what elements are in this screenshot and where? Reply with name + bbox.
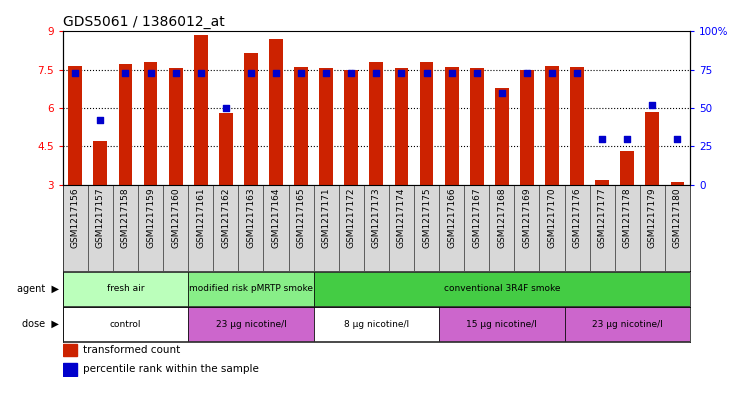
Point [195,70,207,76]
Text: 23 μg nicotine/l: 23 μg nicotine/l [215,320,286,329]
Text: control: control [110,320,141,329]
Text: GSM1217160: GSM1217160 [171,187,180,248]
Text: 23 μg nicotine/l: 23 μg nicotine/l [592,320,663,329]
Text: GSM1217177: GSM1217177 [598,187,607,248]
Text: GSM1217175: GSM1217175 [422,187,431,248]
Bar [244,53,258,185]
Point [446,70,458,76]
Bar [63,307,188,341]
Bar [169,68,182,185]
Bar [194,35,207,185]
Bar [370,62,383,185]
Text: GSM1217165: GSM1217165 [297,187,306,248]
Bar [119,64,132,185]
Point [596,136,608,142]
Bar [94,141,107,185]
Text: GSM1217161: GSM1217161 [196,187,205,248]
Bar [63,363,77,376]
Bar [420,62,433,185]
Text: conventional 3R4F smoke: conventional 3R4F smoke [444,285,560,293]
Text: GSM1217172: GSM1217172 [347,187,356,248]
Point [496,90,508,96]
Bar [320,68,333,185]
Text: GDS5061 / 1386012_at: GDS5061 / 1386012_at [63,15,224,29]
Text: percentile rank within the sample: percentile rank within the sample [83,364,259,374]
Bar [439,307,565,341]
Text: GSM1217166: GSM1217166 [447,187,456,248]
Bar [671,182,684,185]
Text: GSM1217173: GSM1217173 [372,187,381,248]
Bar [621,151,634,185]
Text: GSM1217167: GSM1217167 [472,187,481,248]
Text: agent  ▶: agent ▶ [17,284,59,294]
Point [672,136,683,142]
Point [421,70,432,76]
Bar [294,67,308,185]
Text: dose  ▶: dose ▶ [22,319,59,329]
Text: GSM1217169: GSM1217169 [523,187,531,248]
Bar [314,272,690,306]
Text: GSM1217164: GSM1217164 [272,187,280,248]
Point [270,70,282,76]
Point [245,70,257,76]
Bar [269,39,283,185]
Text: GSM1217176: GSM1217176 [573,187,582,248]
Text: GSM1217179: GSM1217179 [648,187,657,248]
Point [546,70,558,76]
Text: modified risk pMRTP smoke: modified risk pMRTP smoke [189,285,313,293]
Text: GSM1217170: GSM1217170 [548,187,556,248]
Text: 15 μg nicotine/l: 15 μg nicotine/l [466,320,537,329]
Bar [219,113,232,185]
Text: GSM1217180: GSM1217180 [673,187,682,248]
Text: GSM1217171: GSM1217171 [322,187,331,248]
Bar [345,70,358,185]
Point [646,102,658,108]
Point [345,70,357,76]
Text: transformed count: transformed count [83,345,180,355]
Point [471,70,483,76]
Bar [314,307,439,341]
Bar [63,272,188,306]
Point [69,70,81,76]
Bar [69,66,82,185]
Bar [545,66,559,185]
Bar [470,68,483,185]
Point [571,70,583,76]
Point [145,70,156,76]
Bar [144,62,157,185]
Bar [188,307,314,341]
Text: GSM1217157: GSM1217157 [96,187,105,248]
Bar [596,180,609,185]
Bar [565,307,690,341]
Bar [445,67,458,185]
Bar [520,70,534,185]
Point [521,70,533,76]
Text: GSM1217162: GSM1217162 [221,187,230,248]
Text: GSM1217156: GSM1217156 [71,187,80,248]
Point [220,105,232,111]
Text: 8 μg nicotine/l: 8 μg nicotine/l [344,320,409,329]
Point [320,70,332,76]
Point [396,70,407,76]
Text: GSM1217163: GSM1217163 [246,187,255,248]
Text: GSM1217159: GSM1217159 [146,187,155,248]
Text: GSM1217174: GSM1217174 [397,187,406,248]
Point [120,70,131,76]
Bar [570,67,584,185]
Point [621,136,633,142]
Text: GSM1217168: GSM1217168 [497,187,506,248]
Bar [63,343,77,356]
Bar [395,68,408,185]
Bar [495,88,508,185]
Text: GSM1217158: GSM1217158 [121,187,130,248]
Bar [646,112,659,185]
Point [170,70,182,76]
Point [295,70,307,76]
Text: GSM1217178: GSM1217178 [623,187,632,248]
Text: fresh air: fresh air [107,285,144,293]
Point [94,117,106,123]
Bar [188,272,314,306]
Point [370,70,382,76]
